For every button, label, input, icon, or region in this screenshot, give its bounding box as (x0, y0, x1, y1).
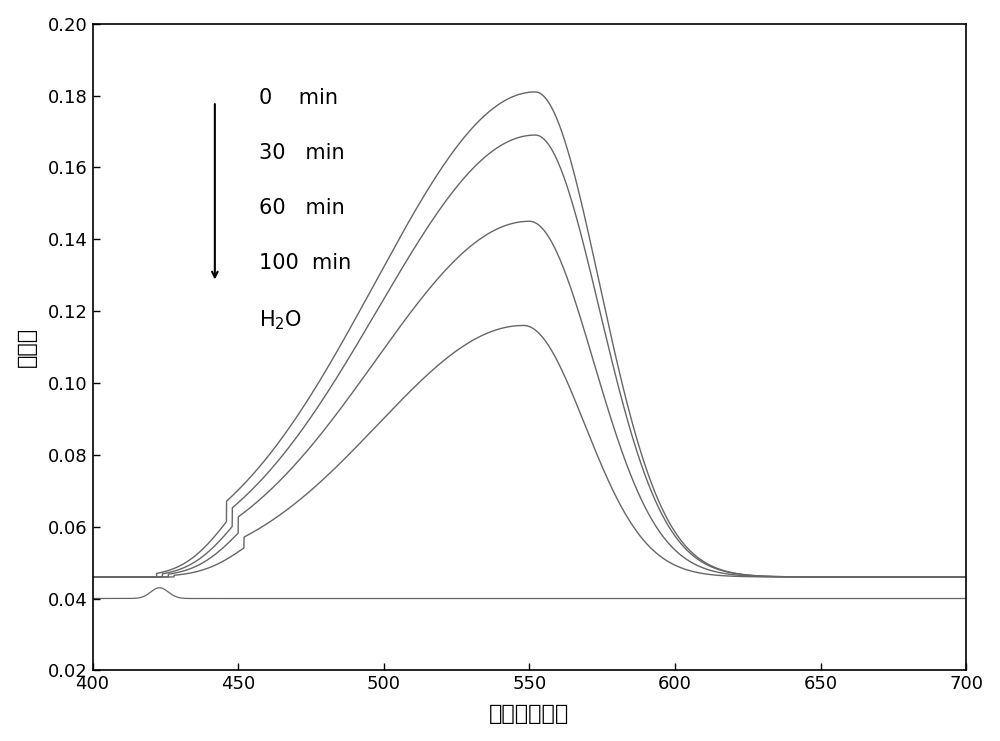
Text: 60   min: 60 min (259, 199, 344, 219)
Y-axis label: 吸光度: 吸光度 (17, 327, 37, 367)
X-axis label: 波长（纳米）: 波长（纳米） (489, 705, 570, 725)
Text: 0    min: 0 min (259, 88, 338, 108)
Text: 30   min: 30 min (259, 143, 344, 163)
Text: 100  min: 100 min (259, 253, 351, 273)
Text: H$_2$O: H$_2$O (259, 308, 302, 332)
